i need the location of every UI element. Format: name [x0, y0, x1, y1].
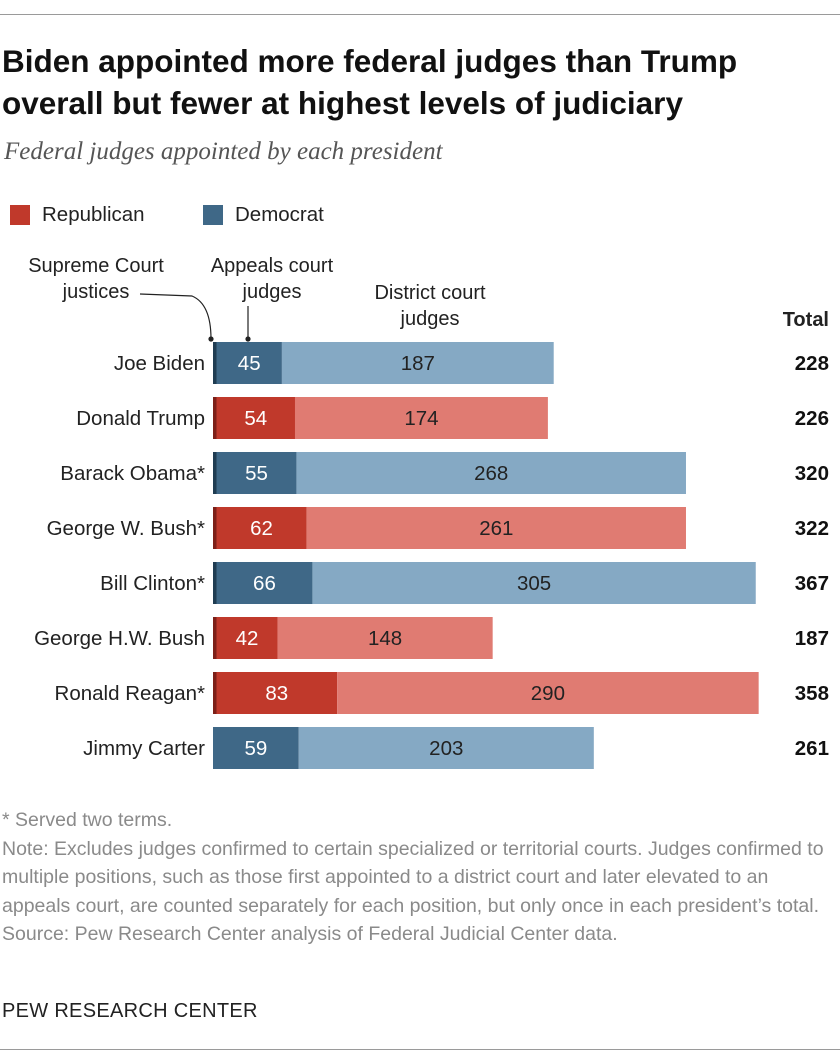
- chart-canvas: Joe Biden 45 187 228 Donald Trump 54 174 226 Bar…: [34, 293, 829, 769]
- bar-appeals-court: [216, 397, 295, 439]
- supreme-leader-dot: [208, 336, 214, 342]
- supreme-annotation: Supreme Court justices: [28, 255, 164, 303]
- bar-supreme-court: [213, 452, 217, 494]
- district-annotation: District court judges: [374, 282, 486, 330]
- bar-district-court: [298, 727, 594, 769]
- footnotes: * Served two terms. Note: Excludes judge…: [2, 806, 832, 949]
- legend-label-democrat: Democrat: [235, 203, 324, 226]
- president-label: Joe Biden: [114, 352, 205, 375]
- legend-item-democrat: Democrat: [203, 203, 324, 227]
- president-label: Jimmy Carter: [83, 737, 205, 760]
- total-header: Total: [782, 309, 829, 331]
- chart-rows: Joe Biden 45 187 228 Donald Trump 54 174 226 Bar…: [34, 342, 829, 769]
- appeals-annotation: Appeals court judges: [210, 255, 334, 303]
- bar-row: Barack Obama* 55 268 320: [60, 452, 829, 494]
- president-label: George W. Bush*: [47, 517, 205, 540]
- value-label-appeals: 62: [250, 517, 273, 540]
- bar-appeals-court: [216, 672, 338, 714]
- president-label: Barack Obama*: [60, 462, 205, 485]
- footnote-note: Note: Excludes judges confirmed to certa…: [2, 837, 824, 917]
- bar-district-court: [312, 562, 756, 604]
- total-value: 187: [795, 627, 829, 650]
- bar-appeals-court: [216, 507, 307, 549]
- value-label-district: 305: [517, 572, 551, 595]
- bar-row: Jimmy Carter 59 203 261: [83, 727, 829, 769]
- footnote-served: * Served two terms.: [2, 809, 173, 831]
- value-label-district: 148: [368, 627, 402, 650]
- brand-label: PEW RESEARCH CENTER: [2, 1000, 258, 1022]
- president-label: Ronald Reagan*: [55, 682, 205, 705]
- supreme-leader-line: [139, 293, 212, 340]
- bar-supreme-court: [213, 562, 217, 604]
- value-label-appeals: 66: [253, 572, 276, 595]
- bar-supreme-court: [213, 397, 217, 439]
- value-label-district: 174: [404, 407, 438, 430]
- footnote-source: Source: Pew Research Center analysis of …: [2, 923, 618, 945]
- bar-district-court: [296, 452, 686, 494]
- chart-title: Biden appointed more federal judges than…: [2, 43, 738, 121]
- value-label-appeals: 59: [244, 737, 267, 760]
- total-value: 226: [795, 407, 829, 430]
- bar-row: Joe Biden 45 187 228: [114, 342, 829, 384]
- bar-appeals-court: [213, 727, 299, 769]
- bottom-rule: [0, 1049, 840, 1050]
- value-label-appeals: 45: [238, 352, 261, 375]
- bar-row: George W. Bush* 62 261 322: [47, 507, 829, 549]
- bar-row: Donald Trump 54 174 226: [76, 397, 829, 439]
- bar-district-court: [277, 617, 493, 659]
- appeals-leader-dot: [245, 336, 251, 342]
- value-label-district: 187: [401, 352, 435, 375]
- top-rule: [0, 14, 840, 15]
- bar-supreme-court: [213, 507, 217, 549]
- president-label: Bill Clinton*: [100, 572, 205, 595]
- value-label-district: 203: [429, 737, 463, 760]
- bar-district-court: [337, 672, 759, 714]
- president-label: Donald Trump: [76, 407, 205, 430]
- value-label-district: 261: [479, 517, 513, 540]
- value-label-appeals: 54: [244, 407, 267, 430]
- total-value: 358: [795, 682, 829, 705]
- value-label-district: 290: [531, 682, 565, 705]
- bar-row: George H.W. Bush 42 148 187: [34, 617, 829, 659]
- value-label-appeals: 55: [245, 462, 268, 485]
- bar-district-court: [281, 342, 554, 384]
- legend-item-republican: Republican: [10, 203, 145, 227]
- value-label-district: 268: [474, 462, 508, 485]
- legend-swatch-democrat: [203, 205, 223, 225]
- bar-supreme-court: [213, 617, 217, 659]
- bar-row: Bill Clinton* 66 305 367: [100, 562, 829, 604]
- total-value: 320: [795, 462, 829, 485]
- legend-label-republican: Republican: [42, 203, 145, 226]
- bar-appeals-court: [216, 342, 282, 384]
- bar-district-court: [306, 507, 686, 549]
- total-value: 228: [795, 352, 829, 375]
- bar-supreme-court: [213, 672, 217, 714]
- president-label: George H.W. Bush: [34, 627, 205, 650]
- annotation-leaders: [139, 293, 251, 342]
- value-label-appeals: 83: [265, 682, 288, 705]
- bar-appeals-court: [216, 452, 297, 494]
- bar-row: Ronald Reagan* 83 290 358: [55, 672, 829, 714]
- bar-appeals-court: [216, 617, 278, 659]
- legend-swatch-republican: [10, 205, 30, 225]
- chart-subtitle: Federal judges appointed by each preside…: [4, 138, 443, 165]
- bar-district-court: [294, 397, 548, 439]
- total-value: 261: [795, 737, 829, 760]
- total-value: 322: [795, 517, 829, 540]
- total-value: 367: [795, 572, 829, 595]
- bar-supreme-court: [213, 342, 217, 384]
- bar-appeals-court: [216, 562, 313, 604]
- value-label-appeals: 42: [236, 627, 259, 650]
